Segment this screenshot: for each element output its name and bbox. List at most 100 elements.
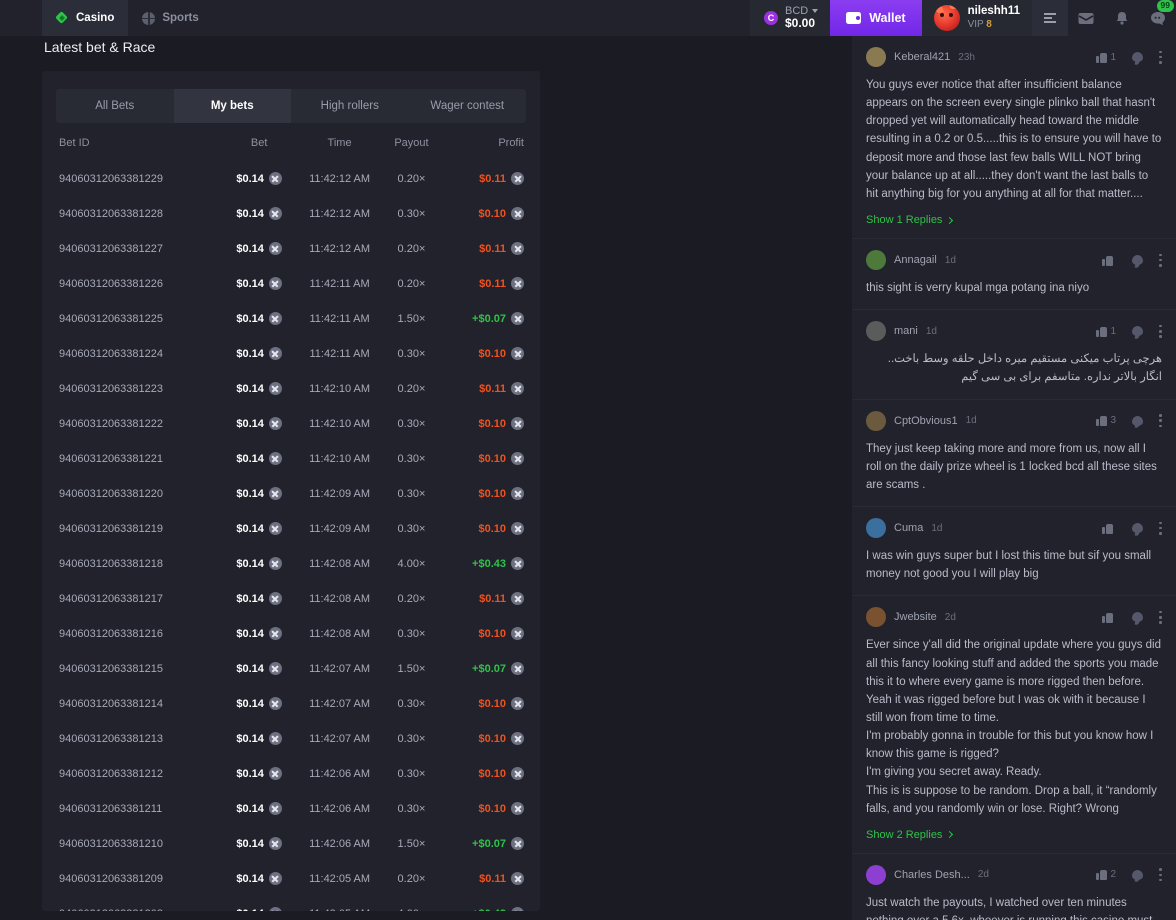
table-row[interactable]: 94060312063381227 $0.14 11:42:12 AM 0.20× $0… xyxy=(42,231,540,266)
avatar[interactable] xyxy=(866,518,886,539)
tab-high-rollers[interactable]: High rollers xyxy=(320,100,379,112)
chevron-right-icon xyxy=(946,216,954,224)
table-row[interactable]: 94060312063381228 $0.14 11:42:12 AM 0.30× $0… xyxy=(42,196,540,231)
chat-author[interactable]: mani xyxy=(894,325,918,338)
table-row[interactable]: 94060312063381216 $0.14 11:42:08 AM 0.30× $0… xyxy=(42,616,540,651)
cell-bet-id[interactable]: 94060312063381214 xyxy=(59,697,164,710)
more-options-button[interactable] xyxy=(1159,414,1162,428)
table-row[interactable]: 94060312063381214 $0.14 11:42:07 AM 0.30× $0… xyxy=(42,686,540,721)
cell-bet-id[interactable]: 94060312063381222 xyxy=(59,417,164,430)
chat-author[interactable]: Cuma xyxy=(894,522,924,535)
table-row[interactable]: 94060312063381213 $0.14 11:42:07 AM 0.30× $0… xyxy=(42,721,540,756)
like-button[interactable] xyxy=(1102,612,1116,623)
envelope-icon[interactable] xyxy=(1068,0,1104,36)
reply-button[interactable] xyxy=(1132,255,1143,266)
more-options-button[interactable] xyxy=(1159,521,1162,535)
list-menu-icon[interactable] xyxy=(1032,0,1068,36)
cell-bet-id[interactable]: 94060312063381228 xyxy=(59,207,164,220)
chat-icon[interactable]: 99 xyxy=(1140,0,1176,36)
currency-selector[interactable]: C BCD $0.00 xyxy=(749,0,831,36)
reply-button[interactable] xyxy=(1132,326,1143,337)
cell-bet-id[interactable]: 94060312063381208 xyxy=(42,896,225,912)
reply-button[interactable] xyxy=(1132,415,1143,426)
table-row[interactable]: 94060312063381219 $0.14 11:42:09 AM 0.30× $0… xyxy=(42,511,540,546)
table-row[interactable]: 94060312063381215 $0.14 11:42:07 AM 1.50× +$… xyxy=(42,651,540,686)
table-row[interactable]: 94060312063381212 $0.14 11:42:06 AM 0.30× $0… xyxy=(42,756,540,791)
nav-tab-sports[interactable]: Sports xyxy=(128,0,212,36)
chat-author[interactable]: Annagail xyxy=(894,254,937,267)
table-row[interactable]: 94060312063381209 $0.14 11:42:05 AM 0.20× $0… xyxy=(42,861,540,896)
more-options-button[interactable] xyxy=(1159,610,1162,624)
table-row[interactable]: 94060312063381211 $0.14 11:42:06 AM 0.30× $0… xyxy=(42,791,540,826)
avatar[interactable] xyxy=(866,321,886,342)
like-button[interactable]: 1 xyxy=(1096,52,1116,63)
cell-bet-id[interactable]: 94060312063381225 xyxy=(59,312,164,325)
table-row[interactable]: 94060312063381217 $0.14 11:42:08 AM 0.20× $0… xyxy=(42,581,540,616)
cell-bet-id[interactable]: 94060312063381221 xyxy=(59,452,164,465)
table-row[interactable]: 94060312063381220 $0.14 11:42:09 AM 0.30× $0… xyxy=(42,476,540,511)
more-options-button[interactable] xyxy=(1159,868,1162,882)
chat-author[interactable]: Jwebsite xyxy=(894,611,937,624)
cell-bet-id[interactable]: 94060312063381213 xyxy=(59,732,164,745)
more-options-button[interactable] xyxy=(1159,253,1162,267)
cell-bet-id[interactable]: 94060312063381227 xyxy=(59,242,164,255)
cell-bet-id[interactable]: 94060312063381217 xyxy=(59,592,164,605)
avatar[interactable] xyxy=(866,607,886,628)
chevron-down-icon[interactable] xyxy=(812,9,819,14)
avatar[interactable] xyxy=(866,47,886,67)
reply-button[interactable] xyxy=(1132,869,1143,880)
wallet-button[interactable]: Wallet xyxy=(830,0,922,36)
cell-bet-id[interactable]: 94060312063381210 xyxy=(59,837,164,850)
cell-bet-id[interactable]: 94060312063381223 xyxy=(59,382,164,395)
like-button[interactable] xyxy=(1102,255,1116,266)
cell-bet-id[interactable]: 94060312063381215 xyxy=(59,662,164,675)
table-row[interactable]: 94060312063381221 $0.14 11:42:10 AM 0.30× $0… xyxy=(42,441,540,476)
chat-author[interactable]: CptObvious1 xyxy=(894,414,958,427)
cell-time: 11:42:05 AM xyxy=(294,896,386,912)
cell-bet-id[interactable]: 94060312063381209 xyxy=(59,872,164,885)
table-row[interactable]: 94060312063381218 $0.14 11:42:08 AM 4.00× +$… xyxy=(42,546,540,581)
table-row[interactable]: 94060312063381224 $0.14 11:42:11 AM 0.30× $0… xyxy=(42,336,540,371)
reply-button[interactable] xyxy=(1132,523,1143,534)
tab-wager-contest[interactable]: Wager contest xyxy=(430,100,505,112)
like-button[interactable]: 1 xyxy=(1096,326,1116,337)
avatar[interactable] xyxy=(866,250,886,271)
chat-panel[interactable]: Keberal421 23h 1 You guys ever notice that … xyxy=(852,36,1176,920)
show-replies-link[interactable]: Show 1 Replies xyxy=(866,214,1162,226)
cell-bet: $0.14 xyxy=(225,756,294,791)
table-row[interactable]: 94060312063381229 $0.14 11:42:12 AM 0.20× $0… xyxy=(42,161,540,196)
show-replies-link[interactable]: Show 2 Replies xyxy=(866,829,1162,841)
table-row[interactable]: 94060312063381210 $0.14 11:42:06 AM 1.50× +$… xyxy=(42,826,540,861)
cell-bet-id[interactable]: 94060312063381226 xyxy=(59,277,164,290)
reply-button[interactable] xyxy=(1132,52,1143,62)
table-row[interactable]: 94060312063381225 $0.14 11:42:11 AM 1.50× +$… xyxy=(42,301,540,336)
table-row[interactable]: 94060312063381223 $0.14 11:42:10 AM 0.20× $0… xyxy=(42,371,540,406)
cell-bet-id[interactable]: 94060312063381212 xyxy=(59,767,164,780)
bell-icon[interactable] xyxy=(1104,0,1140,36)
avatar[interactable] xyxy=(866,864,886,885)
cell-profit: $0.10 xyxy=(437,686,540,721)
reply-button[interactable] xyxy=(1132,612,1143,623)
like-button[interactable]: 3 xyxy=(1096,415,1116,427)
like-button[interactable] xyxy=(1102,523,1116,534)
cell-bet-id[interactable]: 94060312063381229 xyxy=(59,172,164,185)
user-profile[interactable]: nileshh11 VIP 8 xyxy=(921,0,1032,36)
table-row[interactable]: 94060312063381222 $0.14 11:42:10 AM 0.30× $0… xyxy=(42,406,540,441)
chat-author[interactable]: Charles Desh... xyxy=(894,868,970,881)
cell-bet-id[interactable]: 94060312063381220 xyxy=(59,487,164,500)
cell-bet-id[interactable]: 94060312063381224 xyxy=(59,347,164,360)
table-row[interactable]: 94060312063381226 $0.14 11:42:11 AM 0.20× $0… xyxy=(42,266,540,301)
cell-bet-id[interactable]: 94060312063381216 xyxy=(59,627,164,640)
avatar[interactable] xyxy=(866,410,886,431)
cell-bet-id[interactable]: 94060312063381219 xyxy=(59,522,164,535)
tab-all-bets[interactable]: All Bets xyxy=(95,100,135,112)
cell-bet-id[interactable]: 94060312063381211 xyxy=(59,802,163,815)
chat-author[interactable]: Keberal421 xyxy=(894,51,951,63)
like-button[interactable]: 2 xyxy=(1096,869,1116,881)
nav-tab-casino[interactable]: Casino xyxy=(42,0,129,36)
cell-bet-id[interactable]: 94060312063381218 xyxy=(59,557,164,570)
more-options-button[interactable] xyxy=(1159,324,1162,338)
tab-my-bets[interactable]: My bets xyxy=(173,89,291,123)
more-options-button[interactable] xyxy=(1159,50,1162,64)
